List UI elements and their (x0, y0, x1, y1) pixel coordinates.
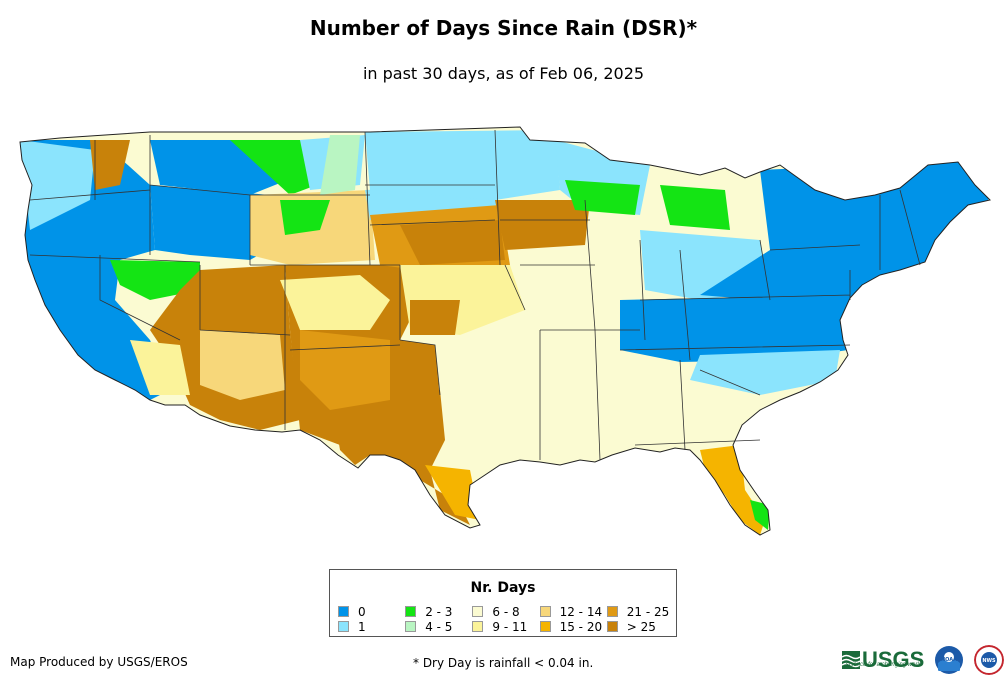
legend-item: > 25 (606, 619, 674, 634)
usgs-tagline: science for a changing world (846, 662, 923, 668)
legend-swatch (606, 621, 618, 632)
legend-item: 4 - 5 (405, 619, 472, 634)
legend-swatch (338, 621, 349, 632)
legend-swatch (472, 621, 484, 632)
map-subtitle: in past 30 days, as of Feb 06, 2025 (362, 64, 645, 83)
legend-item: 2 - 3 (405, 604, 472, 619)
legend-label: 2 - 3 (425, 604, 453, 619)
region-nd-mn-lightblue (365, 130, 560, 200)
legend-swatch (338, 606, 349, 617)
region-wa-brown (90, 140, 130, 190)
legend-swatch (472, 606, 484, 617)
region-texas-brown (335, 390, 470, 525)
legend-title: Nr. Days (470, 580, 536, 596)
region-socal-yellow (130, 340, 190, 395)
usgs-logo: USGS (842, 647, 924, 673)
region-tn-ky-blue (620, 295, 850, 362)
legend-label: 9 - 11 (492, 619, 528, 634)
legend-label: 1 (358, 619, 366, 634)
legend-item: 15 - 20 (539, 619, 607, 634)
legend-item: 1 (338, 619, 405, 634)
region-wyoming-green (280, 200, 330, 235)
region-colorado-yellow (280, 275, 390, 330)
usgs-mark-icon (842, 651, 860, 669)
credit-text: Map Produced by USGS/EROS (10, 655, 188, 669)
state-borders (29, 129, 921, 461)
legend-label: 15 - 20 (559, 619, 603, 634)
legend-label: 4 - 5 (425, 619, 453, 634)
legend-label: 0 (358, 604, 366, 619)
region-wi-green (565, 180, 640, 215)
region-florida-green (750, 500, 770, 530)
legend-label: 12 - 14 (559, 604, 603, 619)
legend-label: 6 - 8 (492, 604, 520, 619)
legend-swatch (405, 621, 417, 632)
legend-item: 6 - 8 (472, 604, 539, 619)
noaa-logo-icon: NOAA (935, 646, 964, 674)
legend-item: 12 - 14 (539, 604, 607, 619)
legend-item: 21 - 25 (606, 604, 674, 619)
legend-label: 21 - 25 (626, 604, 670, 619)
region-carolinas-lightblue (690, 350, 840, 395)
region-az-yellow (200, 330, 285, 400)
region-iowa-brown (495, 200, 590, 250)
svg-text:NWS: NWS (983, 658, 997, 664)
legend-item: 0 (338, 604, 405, 619)
legend-swatch (539, 606, 551, 617)
region-kansas-brown (410, 300, 460, 335)
usgs-wordmark: USGS (862, 647, 925, 672)
dsr-regions (20, 130, 990, 535)
region-michigan-green (660, 185, 730, 230)
region-nebraska-brown (400, 220, 505, 265)
dry-day-note: * Dry Day is rainfall < 0.04 in. (413, 656, 594, 670)
region-nm-orange (300, 330, 390, 410)
region-northeast-blue (700, 160, 990, 330)
region-nv-green (110, 260, 200, 300)
svg-text:NOAA: NOAA (941, 657, 957, 663)
nws-logo-icon: NWS (974, 645, 1005, 675)
logos: USGS NOAA NWS (842, 640, 1005, 680)
region-mt-mint (320, 135, 360, 195)
legend-swatch (606, 606, 618, 617)
map-title: Number of Days Since Rain (DSR)* (309, 16, 698, 40)
region-texas-coast-orange (425, 465, 480, 520)
legend-swatch (405, 606, 417, 617)
legend-label: > 25 (626, 619, 656, 634)
region-pacific-nw-lightblue (20, 140, 95, 230)
legend-swatch (539, 621, 551, 632)
region-florida-orange (700, 445, 765, 535)
legend-item: 9 - 11 (472, 619, 539, 634)
